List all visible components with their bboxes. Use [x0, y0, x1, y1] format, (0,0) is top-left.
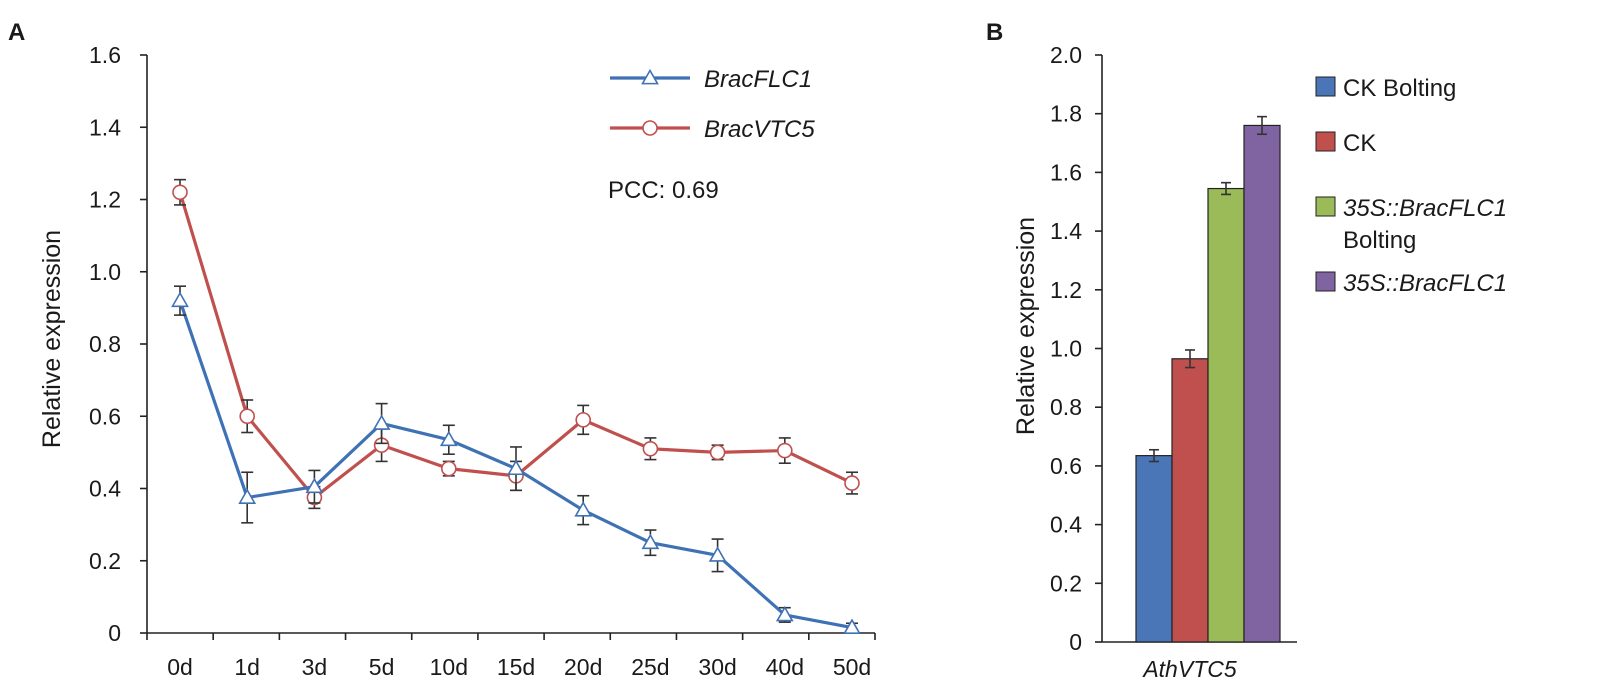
panel-a-x-tick-label: 50d [833, 654, 871, 680]
data-point-bracvtc5 [844, 475, 860, 491]
legend-marker-bracvtc5 [642, 120, 658, 136]
panel-a-legend: BracFLC1 BracVTC5 [610, 66, 815, 143]
data-point-bracflc1 [574, 501, 593, 517]
panel-b-bar-chart: B Relative expression 0 0.2 0.4 0.6 0.8 1.0 1.… [986, 19, 1507, 682]
panel-b-label: B [986, 19, 1003, 46]
panel-b-y-axis-title: Relative expression [1012, 217, 1040, 435]
panel-b-y-tick-label: 0.8 [1050, 394, 1082, 420]
panel-a-y-tick-label: 0 [108, 620, 121, 646]
panel-b-y-tick-label: 0.4 [1050, 512, 1082, 538]
data-point-bracflc1 [171, 291, 189, 308]
panel-a-y-tick-label: 1.0 [89, 259, 121, 285]
bar-0 [1135, 455, 1173, 643]
data-point-bracvtc5 [776, 442, 793, 459]
bar-2 [1207, 187, 1245, 643]
data-point-bracvtc5 [172, 184, 188, 201]
panel-a-x-tick-label: 3d [302, 654, 328, 680]
panel-b-y-tick-label: 0.2 [1050, 570, 1082, 596]
panel-a-label: A [8, 19, 25, 46]
panel-b-x-category: AthVTC5 [1141, 656, 1237, 682]
panel-a-x-tick-label: 40d [766, 654, 804, 680]
legend-swatch-2 [1315, 196, 1336, 217]
panel-a-y-tick-label: 1.4 [89, 114, 121, 140]
panel-b-y-tick-label: 0 [1069, 629, 1082, 655]
panel-a-x-tick-label: 0d [167, 654, 193, 680]
panel-b-y-tick-label: 2.0 [1050, 42, 1082, 68]
panel-a-x-tick-label: 1d [234, 654, 260, 680]
legend-label-0: CK Bolting [1343, 75, 1456, 102]
data-point-bracflc1 [775, 605, 794, 622]
legend-swatch-1 [1315, 131, 1336, 152]
data-point-bracflc1 [843, 618, 861, 635]
panel-a-x-tick-label: 20d [564, 654, 602, 680]
data-point-bracflc1 [439, 430, 458, 447]
legend-label-3: 35S::BracFLC1 [1343, 270, 1507, 297]
series-bracflc1 [171, 285, 861, 635]
panel-a-x-tick-label: 15d [497, 654, 535, 680]
panel-a-line-chart: A Relative expression 0 0.2 0.4 0.6 0.8 1.0 1.… [8, 19, 876, 680]
data-point-bracflc1 [238, 488, 257, 504]
panel-a-x-tick-label: 10d [430, 654, 468, 680]
bar-1 [1171, 358, 1209, 643]
legend-label-2: 35S::BracFLC1 [1343, 195, 1507, 222]
panel-a-y-tick-label: 0.2 [89, 548, 121, 574]
data-point-bracvtc5 [239, 408, 255, 425]
legend-label-bracflc1: BracFLC1 [704, 66, 812, 93]
bar-3 [1243, 124, 1281, 643]
panel-a-y-tick-label: 0.6 [89, 403, 121, 429]
panel-a-y-tick-label: 1.2 [89, 187, 121, 213]
data-point-bracflc1 [507, 459, 525, 476]
panel-b-legend: CK BoltingCK35S::BracFLC1Bolting35S::Bra… [1315, 75, 1507, 297]
pcc-annotation: PCC: 0.69 [608, 177, 719, 204]
panel-b-y-tick-label: 1.4 [1050, 218, 1082, 244]
legend-label-bracvtc5: BracVTC5 [704, 116, 815, 143]
legend-label-1: CK [1343, 130, 1376, 157]
panel-a-y-tick-label: 0.4 [89, 476, 121, 502]
data-point-bracflc1 [305, 477, 324, 494]
panel-a-x-tick-label: 30d [698, 654, 736, 680]
data-point-bracflc1 [372, 414, 391, 430]
legend-swatch-0 [1315, 76, 1336, 97]
panel-a-x-tick-label: 5d [369, 654, 395, 680]
data-point-bracvtc5 [709, 444, 726, 461]
panel-b-y-tick-label: 1.6 [1050, 159, 1082, 185]
data-point-bracvtc5 [642, 440, 659, 457]
panel-a-y-axis-title: Relative expression [38, 230, 66, 448]
data-point-bracflc1 [708, 546, 727, 562]
data-point-bracvtc5 [440, 460, 457, 477]
panel-b-y-tick-label: 1.2 [1050, 277, 1082, 303]
panel-a-y-tick-label: 0.8 [89, 331, 121, 357]
legend-swatch-3 [1315, 271, 1336, 292]
panel-a-x-tick-label: 25d [631, 654, 669, 680]
panel-a-y-tick-label: 1.6 [89, 42, 121, 68]
panel-b-y-tick-label: 1.0 [1050, 336, 1082, 362]
legend-label-2: Bolting [1343, 227, 1416, 254]
data-point-bracvtc5 [575, 412, 592, 428]
data-point-bracflc1 [641, 533, 660, 550]
panel-b-y-tick-label: 1.8 [1050, 101, 1082, 127]
panel-b-y-tick-label: 0.6 [1050, 453, 1082, 479]
legend-marker-bracflc1 [641, 68, 659, 85]
